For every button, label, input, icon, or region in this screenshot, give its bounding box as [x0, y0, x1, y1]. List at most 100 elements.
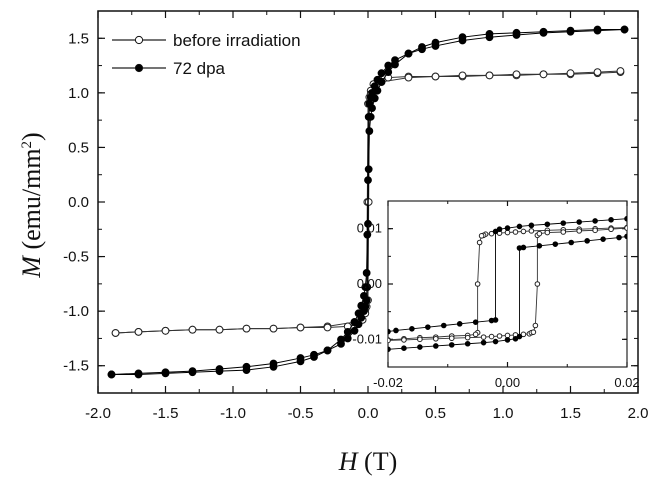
inset-series-72-dpa-point [592, 218, 598, 224]
inset-series-72-dpa-point [504, 225, 511, 231]
inset-series-72-dpa-point [388, 328, 391, 335]
legend-label-72-dpa: 72 dpa [173, 59, 226, 78]
main-series-72-dpa-point [539, 27, 548, 36]
main-series-72-dpa-point [377, 78, 386, 86]
legend-marker-72-dpa [134, 63, 144, 73]
inset-series-72-dpa-point [516, 333, 523, 340]
main-x-tick-label: 2.0 [628, 405, 649, 422]
legend: before irradiation 72 dpa [112, 31, 301, 78]
main-series-72-dpa-point [384, 68, 393, 77]
main-series-before-irradiation-point [404, 73, 413, 82]
main-series-72-dpa-point [512, 28, 521, 37]
main-series-72-dpa-point [566, 26, 575, 35]
main-series-72-dpa-point [343, 327, 352, 336]
inset-series-72-dpa-point [576, 219, 583, 225]
main-series-72-dpa-point [377, 69, 386, 78]
inset-series-before-irradiation-point [536, 230, 543, 237]
main-x-tick-label: -0.5 [288, 405, 314, 422]
main-series-before-irradiation-point [539, 70, 548, 79]
main-series-72-dpa-point [134, 369, 143, 378]
inset-series-72-dpa-point [409, 326, 415, 332]
main-series-72-dpa-point [370, 94, 379, 103]
y-axis-unit-post: ) [17, 132, 46, 141]
main-series-72-dpa-point [269, 359, 278, 368]
inset-series-72-dpa-point [425, 324, 431, 330]
main-series-before-irradiation-point [512, 70, 521, 79]
inset-plot: -0.02 0.00 0.02 -0.01 0.00 0.01 [352, 200, 640, 390]
inset-series-before-irradiation-point [520, 228, 527, 235]
main-series-72-dpa-point [310, 350, 318, 359]
inset-series-72-dpa-point [536, 243, 543, 249]
inset-series-72-dpa-point [388, 346, 391, 353]
inset-series-72-dpa-point [568, 239, 575, 246]
inset-x-tick-label: -0.02 [373, 375, 403, 390]
inset-series-72-dpa-point [624, 215, 627, 222]
inset-series-72-dpa-point [600, 236, 606, 242]
inset-series-72-dpa-point [544, 221, 551, 228]
main-series-72-dpa-point [361, 302, 370, 311]
main-series-before-irradiation-point [431, 72, 440, 81]
main-series-72-dpa-point [296, 354, 305, 362]
main-series-72-dpa-point [620, 25, 629, 34]
inset-series-before-irradiation-point [480, 334, 487, 340]
main-series-72-dpa-point [362, 296, 371, 305]
inset-series-72-dpa-point [488, 317, 495, 324]
inset-series-before-irradiation-point [464, 334, 471, 341]
main-y-tick-label: -0.5 [63, 249, 89, 266]
inset-series-72-dpa-point [492, 228, 499, 235]
main-series-72-dpa-point [404, 49, 413, 58]
inset-series-before-irradiation-point [478, 233, 485, 239]
inset-x-tick-label: 0.00 [495, 375, 520, 390]
main-x-tick-label: 1.0 [493, 405, 514, 422]
main-x-tick-label: -1.0 [220, 405, 246, 422]
inset-series-72-dpa-point [456, 321, 463, 327]
inset-series-72-dpa-point [448, 342, 455, 348]
inset-series-72-dpa-point [401, 345, 407, 351]
inset-series-before-irradiation-point [504, 229, 511, 236]
main-series-before-irradiation-point [161, 326, 170, 335]
inset-series-72-dpa-point [492, 338, 499, 345]
main-x-tick-label: -1.5 [153, 405, 179, 422]
main-y-tick-label: -1.5 [63, 358, 89, 375]
main-series-72-dpa-point [391, 60, 399, 69]
main-series-72-dpa-point [366, 112, 375, 121]
main-series-72-dpa-point [418, 43, 426, 51]
main-series-before-irradiation-point [593, 68, 602, 77]
inset-series-before-irradiation-point [512, 229, 519, 235]
main-series-72-dpa-point [458, 33, 467, 42]
inset-series-before-irradiation-point [530, 329, 537, 335]
main-y-tick-label: 1.0 [68, 85, 89, 102]
inset-series-72-dpa-point [528, 222, 535, 229]
main-series-72-dpa-point [188, 367, 197, 376]
inset-series-before-irradiation-point [504, 332, 511, 339]
inset-series-before-irradiation-point [448, 335, 455, 342]
main-series-72-dpa-point [373, 86, 382, 95]
main-series-before-irradiation-point [458, 71, 467, 80]
inset-series-before-irradiation-point [544, 229, 551, 236]
inset-series-before-irradiation-point [433, 335, 439, 342]
main-series-before-irradiation-point [215, 325, 224, 334]
inset-series-72-dpa-point [520, 244, 527, 251]
inset-series-72-dpa-point [440, 322, 447, 329]
inset-series-before-irradiation-point [624, 225, 627, 231]
legend-label-before-irradiation: before irradiation [173, 31, 301, 50]
inset-series-before-irradiation-point [472, 331, 479, 338]
main-series-72-dpa-point [365, 127, 374, 135]
inset-series-72-dpa-point [616, 234, 622, 241]
main-series-72-dpa-point [485, 30, 494, 38]
inset-series-before-irradiation-point [496, 333, 503, 339]
main-series-before-irradiation-point [566, 69, 575, 78]
inset-series-72-dpa-point [552, 241, 559, 247]
inset-series-before-irradiation-point [534, 281, 541, 287]
main-series-before-irradiation-point [323, 323, 332, 332]
inset-series-before-irradiation-point [592, 227, 598, 234]
inset-series-72-dpa-point [472, 319, 479, 325]
inset-series-72-dpa-point [480, 339, 487, 346]
inset-series-before-irradiation-point [560, 229, 567, 235]
inset-series-before-irradiation-point [417, 336, 423, 343]
main-series-72-dpa-point [431, 38, 440, 47]
main-x-tick-label: 0.0 [358, 405, 379, 422]
main-series-72-dpa-point [384, 61, 393, 70]
main-series-72-dpa-point [107, 370, 116, 379]
y-axis-symbol: M [17, 255, 46, 279]
